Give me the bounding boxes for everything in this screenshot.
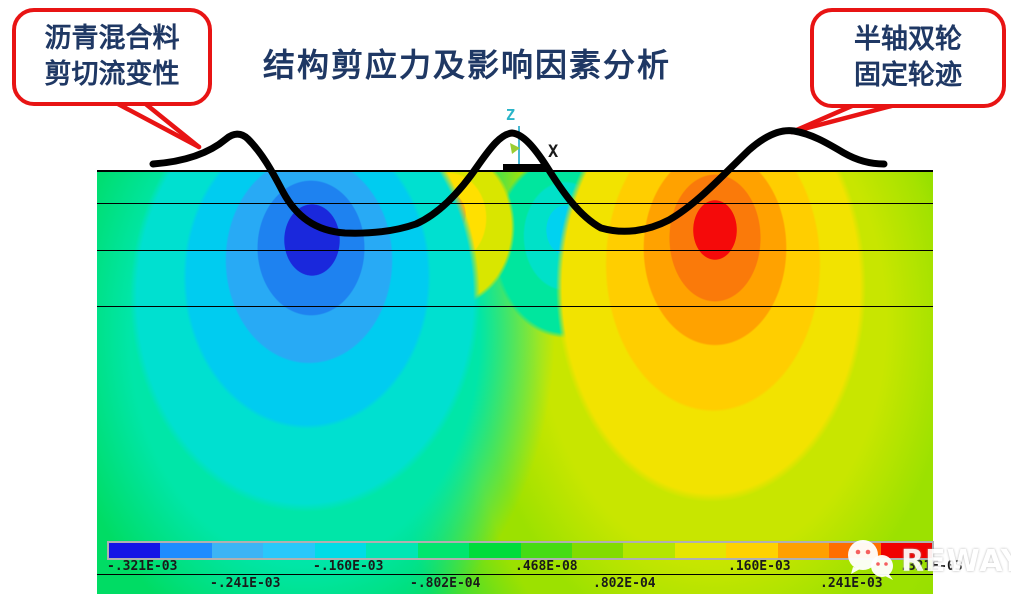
layer-boundary-line <box>97 203 933 204</box>
callout-wheel-load: 半轴双轮 固定轮迹 <box>810 8 1006 108</box>
colorbar-tick: -.321E-03 <box>107 559 178 574</box>
colorbar-tick: .321E-03 <box>900 559 963 574</box>
callout-asphalt-rheology: 沥青混合料 剪切流变性 <box>12 8 212 106</box>
colorbar-tick: -.802E-04 <box>410 576 481 591</box>
layer-boundary-line <box>97 250 933 251</box>
x-axis-label: X <box>548 142 559 162</box>
wechat-icon <box>848 540 893 580</box>
page-title: 结构剪应力及影响因素分析 <box>263 46 672 84</box>
colorbar <box>107 541 934 560</box>
colorbar-divider-line <box>97 574 933 575</box>
z-axis-label: Z <box>506 106 516 124</box>
colorbar-tick: .802E-04 <box>593 576 656 591</box>
callout-right-line1: 半轴双轮 <box>854 24 962 56</box>
callout-left-line1: 沥青混合料 <box>44 23 180 55</box>
reway-watermark: REWAY <box>843 538 1011 584</box>
colorbar-tick: .160E-03 <box>728 559 791 574</box>
callout-left-line2: 剪切流变性 <box>44 59 180 90</box>
contour-plot <box>97 170 933 594</box>
watermark-text: REWAY <box>901 543 1011 579</box>
callout-right-line2: 固定轮迹 <box>854 60 962 91</box>
colorbar-tick: -.241E-03 <box>210 576 281 591</box>
triad-y-arrow <box>510 143 520 154</box>
colorbar-tick: -.160E-03 <box>313 559 384 574</box>
layer-boundary-line <box>97 306 933 307</box>
colorbar-tick: .241E-03 <box>820 576 883 591</box>
colorbar-tick: .468E-08 <box>515 559 578 574</box>
